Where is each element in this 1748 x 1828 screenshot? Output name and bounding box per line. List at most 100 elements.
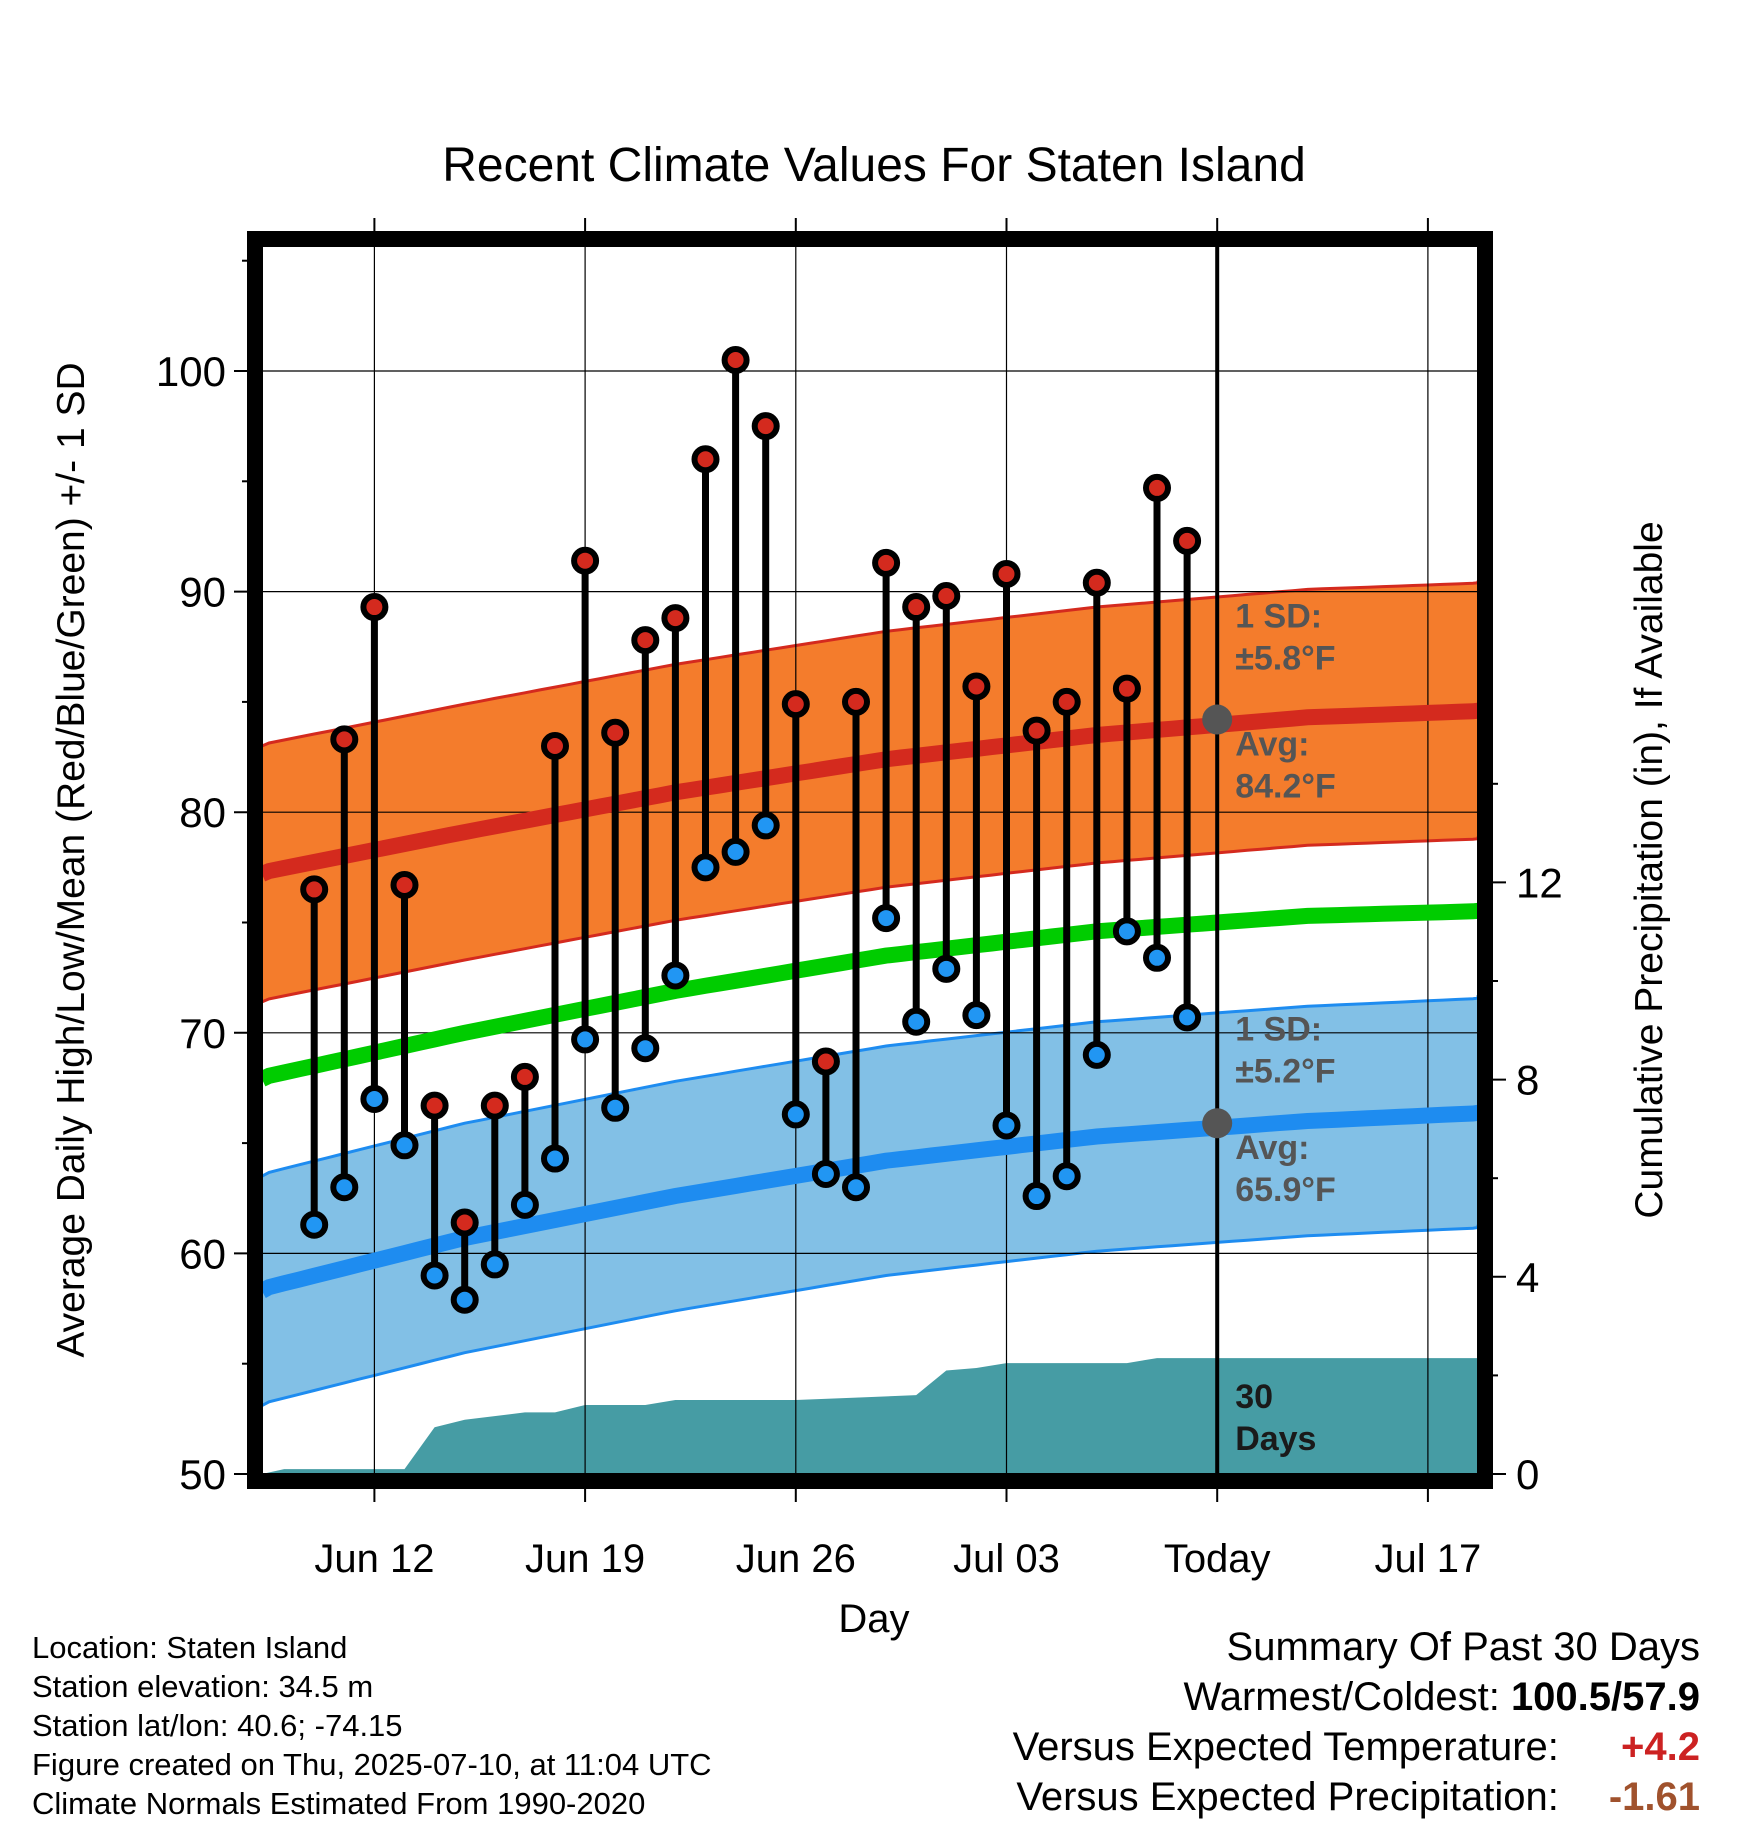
y-right-tick-label-0: 0	[1516, 1451, 1539, 1498]
summary-heading: Summary Of Past 30 Days	[1226, 1625, 1700, 1669]
daily-low-point	[1143, 943, 1171, 972]
daily-high-point	[781, 690, 810, 719]
daily-low-point	[751, 811, 780, 840]
daily-stems	[310, 359, 1191, 1300]
warmest-coldest-label: Warmest/Coldest:	[1183, 1675, 1500, 1719]
y-tick-label-3: 80	[179, 789, 226, 836]
normals-text: Climate Normals Estimated From 1990-2020	[32, 1786, 646, 1821]
daily-low-point	[601, 1093, 630, 1122]
daily-high-point	[1082, 568, 1111, 597]
daily-low-point	[1112, 917, 1141, 946]
daily-high-point	[330, 725, 359, 754]
daily-low-point	[721, 837, 750, 866]
daily-high-point	[631, 626, 660, 655]
daily-high-point	[300, 875, 329, 904]
temp-departure-row: Versus Expected Temperature: +4.2	[1013, 1722, 1700, 1772]
daily-high-point	[1143, 473, 1171, 502]
precip-departure-label: Versus Expected Precipitation:	[1016, 1775, 1559, 1819]
high-sd-label: 1 SD:	[1235, 598, 1322, 636]
high-sd-value: ±5.8°F	[1235, 640, 1335, 678]
y-tick-label-1: 60	[179, 1230, 226, 1277]
x-tick-label-0: Jun 12	[314, 1537, 434, 1581]
normal-bands	[261, 580, 1480, 1407]
warmest-coldest-row: Warmest/Coldest: 100.5/57.9	[1013, 1672, 1700, 1722]
daily-points	[300, 345, 1202, 1314]
daily-high-point	[872, 548, 901, 577]
low-avg-label: Avg:	[1235, 1129, 1309, 1167]
x-tick-label-2: Jun 26	[736, 1537, 856, 1581]
daily-high-point	[661, 604, 690, 633]
low-sd-upper-line	[261, 995, 1480, 1178]
today-high-avg-marker	[1202, 704, 1233, 735]
x-tick-label-3: Jul 03	[953, 1537, 1060, 1581]
created-text: Figure created on Thu, 2025-07-10, at 11…	[32, 1747, 712, 1782]
axes: 50 60 70 80 90 100 0 4 8 12 Jun 12 Jun 19 Jun 26 Jul …	[50, 218, 1671, 1641]
precip-cumulative-area	[262, 1358, 1478, 1474]
chart-title: Recent Climate Values For Staten Island	[442, 139, 1306, 192]
daily-low-point	[631, 1034, 660, 1063]
x-tick-label-4: Today	[1164, 1537, 1271, 1581]
normal-low-line	[258, 1104, 1486, 1298]
daily-high-point	[450, 1208, 479, 1237]
daily-high-point	[751, 412, 780, 441]
daily-high-point	[842, 687, 870, 716]
normal-high-line	[258, 702, 1486, 882]
daily-low-point	[480, 1250, 509, 1279]
daily-high-point	[390, 870, 419, 899]
location-text: Location: Staten Island	[32, 1630, 348, 1665]
daily-low-point	[420, 1261, 449, 1290]
normal-lines	[258, 702, 1486, 1298]
low-sd-label: 1 SD:	[1235, 1010, 1322, 1048]
plot-frame	[247, 231, 1493, 1489]
high-sd-upper-line	[261, 580, 1480, 748]
y-right-tick-label-3: 12	[1516, 859, 1563, 906]
y-right-tick-label-1: 4	[1516, 1254, 1539, 1301]
annotations: 1 SD: ±5.8°F Avg: 84.2°F 1 SD: ±5.2°F Avg: 65.9…	[1202, 598, 1336, 1458]
daily-high-point	[1173, 526, 1202, 555]
daily-low-point	[541, 1144, 569, 1173]
low-avg-value: 65.9°F	[1235, 1171, 1336, 1209]
daily-high-point	[360, 593, 389, 622]
precip-departure-row: Versus Expected Precipitation: -1.61	[1013, 1772, 1700, 1822]
daily-low-point	[962, 1001, 991, 1030]
x-axis-title: Day	[838, 1597, 909, 1641]
low-sd-band	[262, 995, 1478, 1406]
daily-high-point	[721, 345, 750, 374]
daily-low-point	[1173, 1003, 1202, 1032]
x-tick-label-5: Jul 17	[1375, 1537, 1482, 1581]
y-tick-label-0: 50	[179, 1451, 226, 1498]
daily-high-point	[691, 445, 720, 474]
y-tick-label-4: 90	[179, 569, 226, 616]
daily-high-point	[811, 1047, 840, 1076]
daily-low-point	[842, 1173, 870, 1202]
low-sd-value: ±5.2°F	[1235, 1052, 1335, 1090]
daily-low-point	[510, 1190, 539, 1219]
warmest-coldest-value: 100.5/57.9	[1510, 1675, 1700, 1719]
daily-low-point	[932, 954, 961, 983]
station-info: Location: Staten Island Station elevatio…	[32, 1628, 712, 1823]
daily-high-point	[541, 732, 569, 761]
y-axis-title: Average Daily High/Low/Mean (Red/Blue/Gr…	[50, 362, 93, 1357]
high-avg-value: 84.2°F	[1235, 768, 1336, 806]
y-tick-label-5: 100	[156, 348, 226, 395]
temp-departure-label: Versus Expected Temperature:	[1012, 1725, 1559, 1769]
daily-low-point	[781, 1100, 810, 1129]
daily-low-point	[992, 1111, 1021, 1140]
daily-low-point	[450, 1285, 479, 1314]
daily-high-point	[601, 718, 630, 747]
daily-low-point	[360, 1084, 389, 1113]
daily-low-point	[1082, 1040, 1111, 1069]
y-tick-label-2: 70	[179, 1010, 226, 1057]
daily-high-point	[510, 1062, 539, 1091]
daily-low-point	[300, 1210, 329, 1239]
high-avg-label: Avg:	[1235, 726, 1309, 764]
daily-high-point	[992, 559, 1021, 588]
daily-high-point	[1022, 716, 1051, 745]
y-right-axis-title: Cumulative Precipitation (in), If Availa…	[1628, 521, 1671, 1218]
daily-high-point	[932, 582, 961, 611]
daily-high-point	[480, 1091, 509, 1120]
daily-low-point	[661, 961, 690, 990]
precip-label-1: 30	[1235, 1378, 1273, 1416]
daily-low-point	[691, 853, 720, 882]
